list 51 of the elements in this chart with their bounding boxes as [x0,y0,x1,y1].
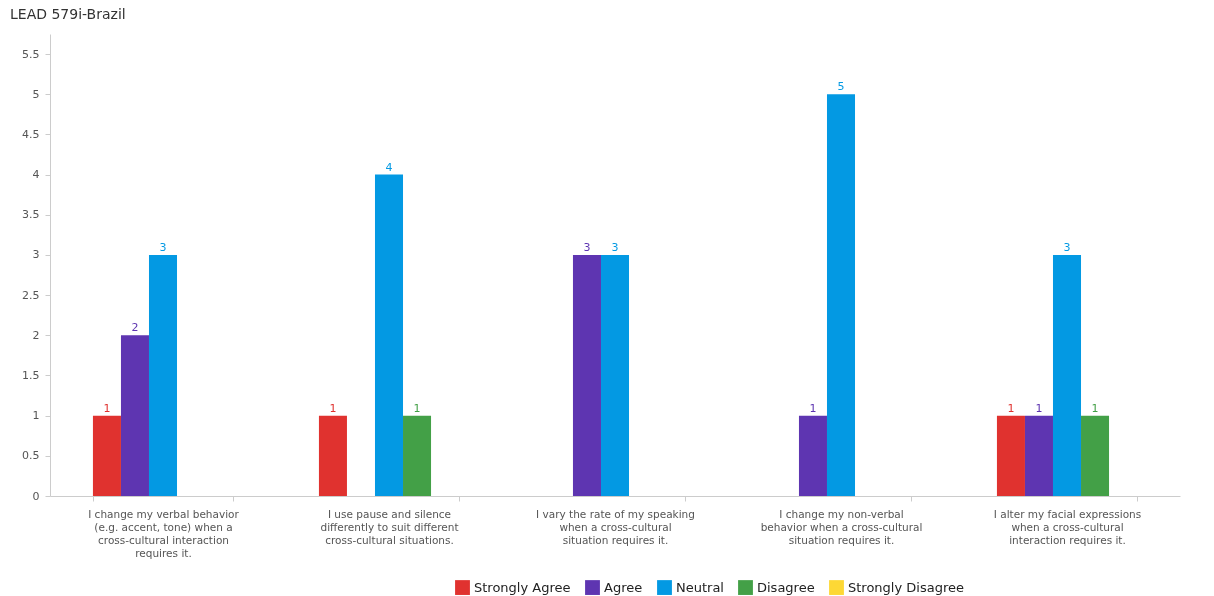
bar [572,254,601,496]
data-label: 3 [611,240,619,254]
y-tick-label: 3.5 [22,208,40,222]
bar [148,254,178,496]
bar [403,415,432,496]
x-tick-label: I change my verbal behavior (e.g. accent, tone) when a cross-cultural interaction requires it. [88,507,240,559]
bar [798,415,827,496]
y-tick-label: 3 [32,248,40,262]
data-label: 1 [809,401,817,415]
data-label: 4 [385,160,393,174]
y-tick-label: 0 [32,489,40,503]
bar [92,415,121,496]
data-label: 3 [159,240,167,254]
y-tick-label: 1.5 [22,368,40,382]
data-label: 1 [103,401,111,415]
x-tick-label: I alter my facial expressions when a cross-cultural interaction requires it. [993,507,1142,546]
bar [996,415,1025,496]
bar [826,94,856,496]
y-tick-label: 2 [32,328,40,342]
data-label: 1 [413,401,421,415]
legend-label: Agree [604,579,643,595]
data-label: 1 [329,401,337,415]
bar [1024,415,1053,496]
x-tick-label: I change my non-verbal behavior when a cross-cultural situation requires it. [760,507,923,546]
data-label: 1 [1035,401,1043,415]
legend-label: Disagree [757,579,815,595]
y-tick-label: 1 [32,409,40,423]
data-label: 1 [1007,401,1015,415]
bar [318,415,347,496]
bar [600,254,630,496]
y-tick-label: 4.5 [22,127,40,141]
data-label: 5 [837,80,845,94]
legend-label: Strongly Disagree [848,579,964,595]
bar [1081,415,1110,496]
y-tick-label: 4 [32,168,40,182]
bar [120,335,149,496]
x-tick-label: I use pause and silence differently to suit different cross-cultural situations. [320,507,459,546]
x-tick-label: I vary the rate of my speaking when a cross-cultural situation requires it. [536,507,695,546]
y-tick-label: 5 [32,87,40,101]
y-tick-label: 5.5 [22,47,40,61]
chart-title: LEAD 579i-Brazil [10,6,126,22]
data-label: 2 [131,321,139,335]
data-label: 1 [1091,401,1099,415]
bar [374,174,404,496]
data-label: 3 [583,240,591,254]
data-label: 3 [1063,240,1071,254]
legend-label: Neutral [676,579,724,595]
y-tick-label: 2.5 [22,288,40,302]
y-tick-label: 0.5 [22,449,40,463]
bar [1052,254,1082,496]
legend-label: Strongly Agree [474,579,571,595]
